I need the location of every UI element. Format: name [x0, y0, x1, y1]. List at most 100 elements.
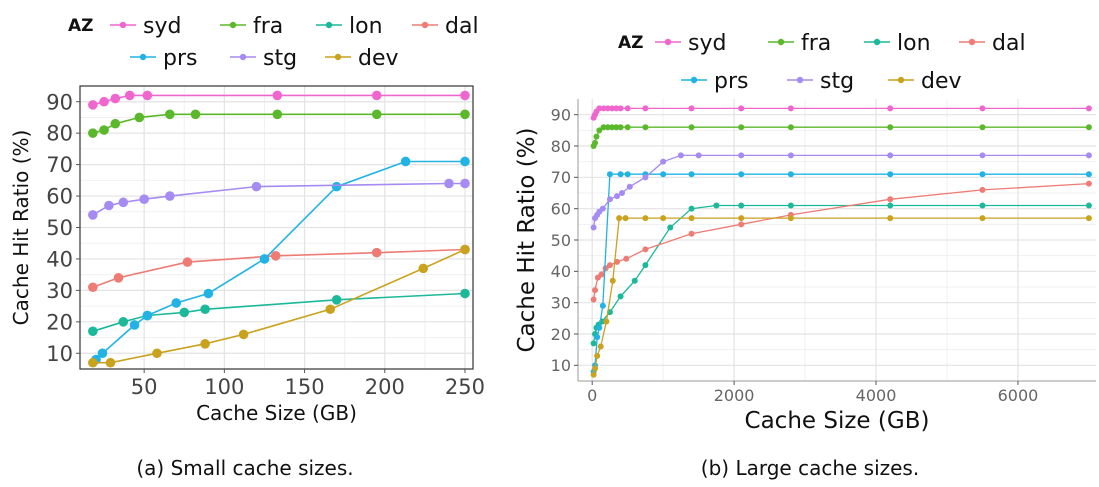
legend-item-stg: stg: [230, 46, 297, 71]
data-point-fra: [617, 124, 624, 131]
data-point-stg: [104, 200, 114, 211]
data-point-lon: [887, 202, 894, 209]
data-point-stg: [165, 191, 175, 201]
legend-label: stg: [263, 46, 297, 71]
data-point-dal: [182, 257, 193, 267]
x-axis-label: Cache Size (GB): [745, 408, 930, 434]
legend-title: AZ: [68, 16, 93, 36]
data-point-syd: [642, 105, 649, 112]
data-point-lon: [617, 293, 624, 300]
series-group: [88, 90, 470, 368]
data-point-fra: [165, 109, 175, 120]
y-tick-label: 90: [46, 90, 73, 114]
legend-item-prs: prs: [130, 46, 197, 71]
data-point-lon: [460, 288, 470, 299]
caption-small-cache: (a) Small cache sizes.: [136, 456, 353, 480]
legend-item-dal: dal: [959, 31, 1026, 56]
data-point-lon: [88, 326, 98, 337]
legend: AZ syd fra lon dal prs stg dev: [68, 14, 479, 71]
y-tick-label: 30: [551, 293, 571, 312]
data-point-prs: [887, 171, 894, 178]
data-point-dal: [887, 196, 894, 203]
data-point-dev: [590, 371, 597, 378]
x-tick-label: 150: [285, 375, 325, 399]
data-point-dev: [325, 304, 336, 315]
data-point-stg: [88, 210, 98, 220]
data-point-prs: [259, 254, 270, 264]
data-point-dal: [614, 258, 621, 265]
legend-item-dev: dev: [888, 69, 962, 94]
data-point-dal: [371, 247, 382, 258]
legend-key-point: [968, 38, 976, 46]
data-point-dev: [688, 215, 695, 222]
data-point-dev: [200, 339, 210, 349]
data-point-dal: [606, 262, 613, 269]
legend-label: dal: [992, 31, 1026, 56]
data-point-prs: [599, 302, 606, 309]
data-point-prs: [688, 171, 695, 178]
data-point-dal: [1085, 180, 1092, 187]
data-point-stg: [677, 152, 684, 159]
data-point-dev: [616, 215, 623, 222]
data-point-stg: [642, 174, 649, 181]
legend-key-point: [897, 76, 905, 84]
data-point-prs: [617, 171, 624, 178]
data-point-dev: [594, 352, 601, 359]
y-tick-label: 50: [46, 216, 73, 240]
data-point-lon: [590, 340, 597, 347]
data-point-fra: [460, 109, 470, 120]
data-point-syd: [600, 105, 607, 112]
y-tick-label: 90: [551, 105, 571, 124]
data-point-syd: [99, 96, 109, 107]
data-point-stg: [887, 152, 894, 159]
data-point-fra: [272, 109, 283, 120]
data-point-dev: [887, 215, 894, 222]
data-point-prs: [1085, 171, 1092, 178]
series-line-prs: [592, 173, 1089, 372]
data-point-syd: [88, 100, 98, 110]
legend-label: lon: [349, 14, 383, 39]
data-point-dev: [1085, 215, 1092, 222]
data-point-prs: [624, 171, 631, 178]
data-point-lon: [738, 202, 745, 209]
data-point-stg: [139, 194, 149, 204]
data-point-prs: [129, 320, 140, 330]
data-point-dal: [592, 287, 599, 294]
data-point-syd: [617, 105, 624, 112]
data-point-prs: [97, 348, 108, 359]
legend-item-syd: syd: [110, 14, 181, 39]
data-point-dev: [609, 277, 616, 284]
data-point-stg: [787, 152, 794, 159]
data-point-dal: [642, 246, 649, 253]
data-point-lon: [179, 307, 190, 318]
y-tick-label: 70: [46, 153, 73, 177]
legend-key-point: [873, 38, 881, 46]
data-point-fra: [593, 133, 600, 140]
data-point-lon: [688, 205, 695, 212]
data-point-dev: [418, 263, 429, 274]
data-point-dal: [598, 271, 605, 278]
data-point-syd: [887, 105, 894, 112]
data-point-stg: [660, 158, 667, 165]
data-point-lon: [1085, 202, 1092, 209]
data-point-syd: [609, 105, 616, 112]
data-point-syd: [272, 90, 283, 101]
y-tick-label: 80: [46, 122, 73, 146]
data-point-dal: [738, 221, 745, 228]
legend-item-stg: stg: [787, 69, 854, 94]
series-group: [590, 105, 1092, 378]
data-point-stg: [460, 178, 470, 189]
data-point-fra: [688, 124, 695, 131]
data-point-syd: [688, 105, 695, 112]
legend-key-point: [690, 76, 698, 84]
data-point-fra: [592, 139, 599, 146]
data-point-prs: [738, 171, 745, 178]
data-point-syd: [124, 90, 135, 101]
data-point-fra: [1085, 124, 1092, 131]
data-point-lon: [200, 304, 210, 315]
data-point-dev: [979, 215, 986, 222]
data-point-stg: [738, 152, 745, 159]
legend-item-fra: fra: [220, 14, 283, 39]
series-line-syd: [593, 107, 1089, 119]
series-line-dev: [92, 248, 466, 364]
